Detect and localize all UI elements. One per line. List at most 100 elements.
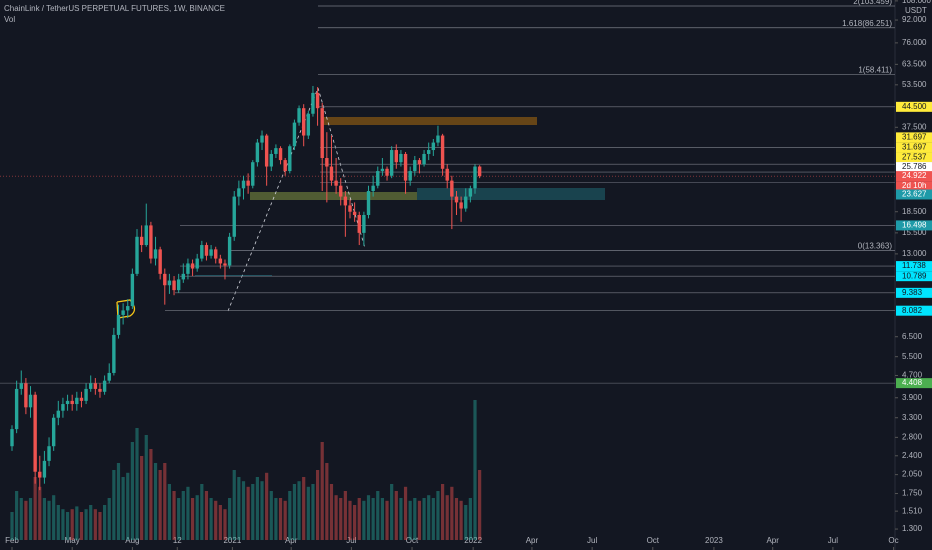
candle-body	[301, 108, 306, 136]
volume-bar	[42, 498, 47, 540]
candle-body	[232, 196, 236, 237]
candle-body	[251, 162, 255, 186]
price-tag-label: 27.537	[902, 152, 927, 161]
candle-body	[84, 388, 88, 401]
y-tick-label: 1.300	[902, 524, 923, 533]
candle-body	[112, 334, 116, 373]
volume-bar	[278, 498, 283, 540]
candle-body	[357, 215, 361, 233]
volume-bar	[158, 470, 162, 540]
x-tick-label: Oct	[647, 536, 660, 545]
volume-bar	[325, 463, 329, 540]
volume-bar	[33, 477, 37, 540]
volume-bar	[223, 509, 227, 540]
x-tick-label: 12	[173, 536, 182, 545]
candle-body	[399, 153, 403, 163]
price-tag-label: 10.789	[902, 271, 927, 280]
volume-bar	[292, 484, 297, 540]
candle-body	[464, 196, 468, 209]
candle-body	[144, 225, 148, 246]
candle-body	[427, 150, 431, 154]
candle-body	[190, 263, 195, 269]
volume-bar	[38, 486, 42, 540]
candle-body	[200, 245, 204, 259]
volume-bar	[440, 484, 445, 540]
price-tag-label: 9.383	[902, 288, 923, 297]
candle-body	[260, 135, 264, 143]
volume-bar	[79, 512, 84, 540]
volume-bar	[52, 495, 56, 540]
volume-bar	[445, 495, 449, 540]
candle-body	[334, 180, 338, 186]
x-tick-label: Apr	[526, 536, 539, 545]
candle-body	[107, 372, 111, 381]
x-tick-label: 2022	[464, 536, 482, 545]
candle-body	[176, 279, 181, 291]
volume-bar	[84, 509, 88, 540]
candle-body	[385, 168, 389, 176]
candle-body	[306, 113, 311, 136]
candle-body	[339, 185, 343, 197]
volume-bar	[403, 486, 408, 540]
candle-body	[186, 263, 190, 274]
candle-body	[246, 180, 250, 186]
volume-bar	[478, 470, 482, 540]
volume-bar	[376, 491, 380, 540]
y-tick-label: 2.400	[902, 451, 923, 460]
volume-bar	[348, 500, 352, 540]
price-tag	[896, 142, 932, 153]
volume-bar	[422, 498, 426, 540]
volume-bar	[103, 505, 107, 540]
y-tick-label: 2.050	[902, 470, 923, 479]
candle-body	[181, 273, 186, 280]
price-tag	[896, 171, 932, 182]
x-tick-label: Jul	[346, 536, 356, 545]
y-tick-label: 2.800	[902, 432, 923, 441]
countdown-tag	[896, 181, 932, 192]
candle-body	[227, 236, 232, 266]
y-tick-label: 63.500	[902, 59, 927, 68]
x-tick-label: Apr	[766, 536, 779, 545]
title: ChainLink / TetherUS PERPETUAL FUTURES, …	[4, 4, 225, 13]
price-tag	[896, 189, 932, 200]
candle-body	[389, 150, 394, 176]
candle-body	[366, 191, 371, 216]
candle-body	[343, 196, 348, 206]
x-tick-label: Oc	[888, 536, 898, 545]
currency: USDT	[905, 6, 927, 15]
candle-body	[237, 188, 241, 197]
candle-body	[371, 185, 375, 192]
price-tag-label: 8.082	[902, 306, 923, 315]
volume-bar	[320, 442, 324, 540]
volume-bar	[464, 505, 468, 540]
y-tick-label: 76.000	[902, 38, 927, 47]
y-tick-label: 108.000	[902, 0, 931, 5]
zone-green	[250, 192, 417, 200]
price-tag	[896, 378, 932, 389]
candle-body	[413, 160, 417, 172]
volume-bar	[297, 481, 301, 540]
volume-bar	[70, 509, 74, 540]
price-tag	[896, 152, 932, 163]
volume-bar	[232, 470, 236, 540]
candle-body	[223, 263, 227, 266]
candle-body	[24, 383, 28, 408]
candle-body	[121, 310, 125, 315]
volume-bar	[339, 498, 343, 540]
volume-bar	[241, 481, 246, 540]
candle-body	[352, 211, 357, 216]
volume-bar	[177, 498, 181, 540]
candle-body	[139, 236, 144, 246]
candle-body	[394, 150, 398, 163]
candle-body	[93, 383, 98, 389]
candle-body	[51, 417, 56, 447]
x-tick-label: 2021	[223, 536, 241, 545]
candle-body	[135, 236, 139, 274]
candle-body	[348, 205, 352, 212]
candle-body	[214, 249, 218, 259]
volume-bar	[380, 498, 384, 540]
volume-bar	[130, 442, 134, 540]
price-tag	[896, 261, 932, 272]
y-tick-label: 1.750	[902, 489, 923, 498]
